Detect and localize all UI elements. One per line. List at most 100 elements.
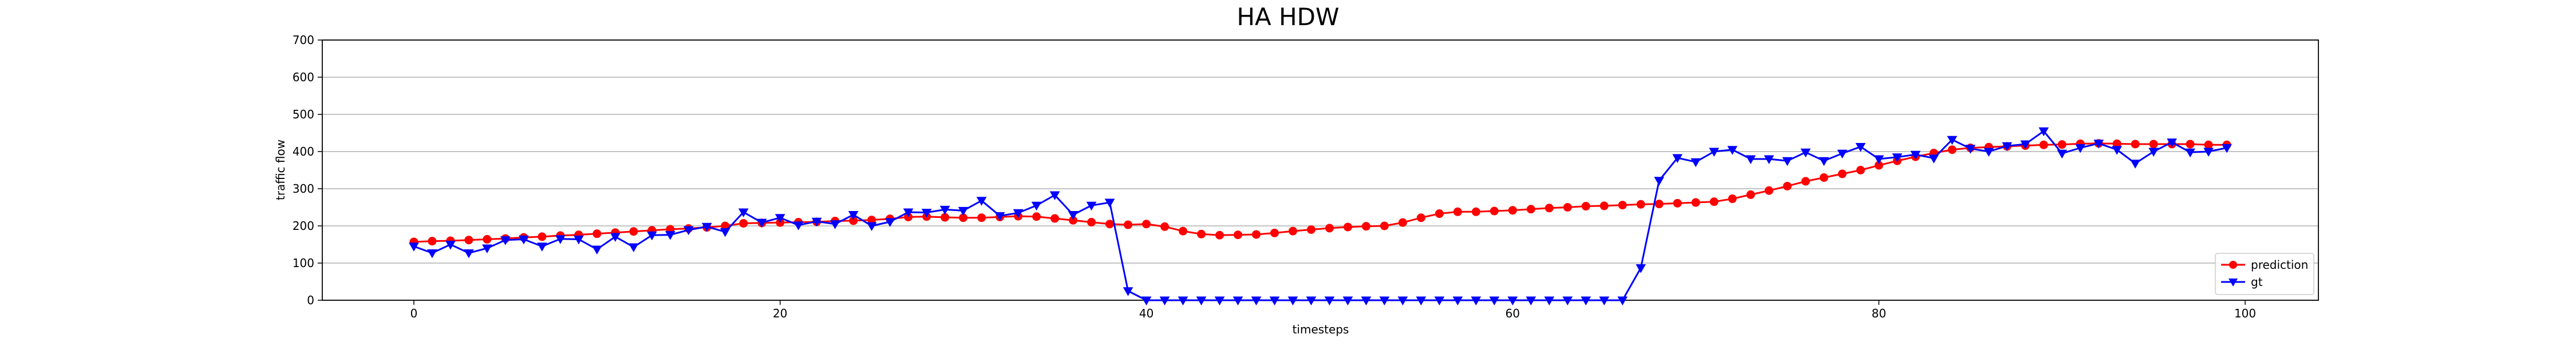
data-point-gt bbox=[1507, 296, 1518, 306]
data-point-prediction bbox=[1032, 212, 1041, 221]
data-point-gt bbox=[1251, 296, 1262, 306]
data-point-gt bbox=[1452, 296, 1463, 306]
data-point-gt bbox=[2020, 140, 2031, 150]
data-point-prediction bbox=[739, 218, 748, 228]
data-point-gt bbox=[445, 241, 456, 250]
data-point-prediction bbox=[1783, 181, 1792, 190]
data-point-prediction bbox=[1142, 220, 1151, 229]
data-point-gt bbox=[409, 242, 419, 252]
data-point-gt bbox=[2075, 144, 2085, 153]
y-tick-label: 100 bbox=[293, 256, 314, 270]
data-point-prediction bbox=[1526, 205, 1535, 214]
data-point-prediction bbox=[1563, 203, 1572, 212]
data-point-prediction bbox=[1709, 197, 1718, 206]
data-point-gt bbox=[793, 221, 804, 230]
legend-marker-prediction bbox=[2229, 261, 2237, 269]
data-point-prediction bbox=[1838, 169, 1847, 178]
data-point-prediction bbox=[1581, 202, 1590, 211]
data-point-gt bbox=[1800, 148, 1811, 158]
data-point-gt bbox=[1013, 209, 1024, 218]
data-point-gt bbox=[1984, 148, 1994, 157]
data-point-gt bbox=[811, 217, 822, 227]
data-point-prediction bbox=[1160, 222, 1170, 231]
data-point-gt bbox=[2222, 144, 2232, 153]
data-point-gt bbox=[1416, 296, 1427, 306]
data-point-prediction bbox=[428, 237, 437, 246]
data-point-gt bbox=[2057, 149, 2067, 159]
data-point-gt bbox=[720, 228, 730, 237]
data-point-gt bbox=[866, 222, 877, 232]
data-point-gt bbox=[2203, 148, 2214, 157]
data-point-gt bbox=[574, 235, 584, 245]
data-point-gt bbox=[683, 226, 694, 236]
data-point-prediction bbox=[1636, 200, 1645, 209]
y-tick-label: 700 bbox=[293, 33, 314, 47]
data-point-prediction bbox=[1416, 213, 1425, 222]
series-line-gt bbox=[413, 130, 2227, 301]
legend-marker-gt bbox=[2229, 279, 2238, 287]
data-point-gt bbox=[829, 220, 840, 229]
x-tick-label: 60 bbox=[1506, 307, 1520, 320]
data-point-gt bbox=[1672, 154, 1683, 164]
data-point-gt bbox=[1214, 296, 1225, 306]
data-point-prediction bbox=[1234, 230, 1243, 240]
data-point-prediction bbox=[1471, 207, 1480, 216]
data-point-gt bbox=[1086, 201, 1097, 211]
chart-title: HA HDW bbox=[1236, 3, 1339, 31]
data-point-gt bbox=[1434, 296, 1445, 306]
series-gt bbox=[409, 127, 2232, 306]
data-point-gt bbox=[1782, 157, 1793, 166]
data-point-gt bbox=[1819, 157, 1830, 166]
data-point-gt bbox=[1178, 296, 1188, 306]
data-point-gt bbox=[1654, 177, 1665, 186]
data-point-gt bbox=[775, 214, 785, 223]
data-point-prediction bbox=[1252, 230, 1261, 239]
data-point-prediction bbox=[1361, 222, 1370, 231]
data-point-gt bbox=[1581, 296, 1591, 306]
data-point-gt bbox=[903, 208, 914, 217]
data-point-gt bbox=[1690, 158, 1701, 168]
data-point-gt bbox=[1764, 155, 1775, 165]
data-point-prediction bbox=[2149, 140, 2158, 149]
data-point-gt bbox=[2130, 160, 2140, 169]
data-point-gt bbox=[1397, 296, 1408, 306]
data-point-gt bbox=[1324, 296, 1335, 306]
data-point-gt bbox=[482, 244, 492, 254]
data-point-gt bbox=[1855, 143, 1866, 152]
data-point-gt bbox=[1342, 296, 1353, 306]
data-point-prediction bbox=[1215, 230, 1224, 240]
y-tick-label: 200 bbox=[293, 219, 314, 233]
data-point-gt bbox=[1232, 296, 1243, 306]
data-point-gt bbox=[592, 245, 602, 254]
data-point-gt bbox=[1544, 296, 1555, 306]
data-point-gt bbox=[1287, 296, 1298, 306]
data-point-gt bbox=[2148, 148, 2159, 157]
data-point-gt bbox=[756, 218, 767, 228]
y-tick-label: 500 bbox=[293, 108, 314, 121]
data-point-gt bbox=[1965, 145, 1976, 154]
data-point-gt bbox=[1306, 296, 1317, 306]
data-point-gt bbox=[1159, 296, 1170, 306]
data-point-prediction bbox=[1618, 201, 1627, 210]
data-point-gt bbox=[500, 236, 511, 245]
data-point-gt bbox=[939, 205, 950, 215]
x-tick-label: 80 bbox=[1871, 307, 1886, 320]
series-line-prediction bbox=[413, 142, 2227, 243]
data-point-prediction bbox=[2131, 140, 2140, 149]
data-point-gt bbox=[427, 249, 437, 258]
data-point-gt bbox=[1910, 150, 1921, 160]
data-point-gt bbox=[1727, 146, 1738, 155]
data-point-gt bbox=[1123, 287, 1133, 296]
data-point-prediction bbox=[1050, 214, 1060, 223]
data-point-gt bbox=[646, 231, 657, 241]
data-point-prediction bbox=[1197, 229, 1206, 238]
data-point-gt bbox=[2093, 140, 2104, 149]
data-point-gt bbox=[519, 235, 529, 245]
data-point-prediction bbox=[483, 234, 492, 244]
data-point-gt bbox=[2167, 138, 2177, 148]
tick-labels: 0 100 200 300 400 500 600 700 0 20 40 60 80 100 bbox=[293, 33, 2256, 320]
x-axis-label: timesteps bbox=[1293, 323, 1349, 336]
data-point-prediction bbox=[538, 232, 547, 241]
